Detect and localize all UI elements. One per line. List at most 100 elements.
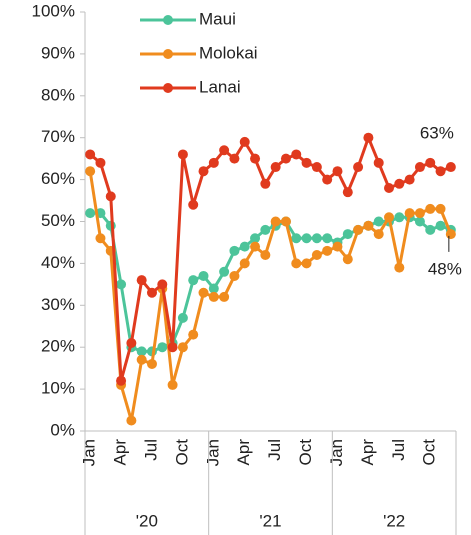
x-tick-label: Jul bbox=[389, 439, 408, 461]
legend-marker bbox=[163, 49, 173, 59]
legend-marker bbox=[163, 15, 173, 25]
point bbox=[404, 174, 415, 185]
point bbox=[260, 250, 271, 261]
point bbox=[425, 203, 436, 214]
point bbox=[157, 342, 168, 353]
point bbox=[239, 258, 250, 269]
group-label: '21 bbox=[259, 511, 281, 530]
point bbox=[311, 162, 322, 173]
point bbox=[373, 229, 384, 240]
y-tick-label: 80% bbox=[41, 85, 75, 104]
point bbox=[435, 166, 446, 177]
point bbox=[136, 354, 147, 365]
point bbox=[384, 182, 395, 193]
point bbox=[229, 245, 240, 256]
point bbox=[425, 224, 436, 235]
point bbox=[198, 287, 209, 298]
point bbox=[311, 233, 322, 244]
point bbox=[126, 415, 137, 426]
y-tick-label: 70% bbox=[41, 127, 75, 146]
point bbox=[301, 258, 312, 269]
point bbox=[177, 312, 188, 323]
x-tick-label: Apr bbox=[358, 439, 377, 466]
point bbox=[239, 241, 250, 252]
y-tick-label: 50% bbox=[41, 211, 75, 230]
x-tick-label: Jan bbox=[80, 439, 99, 466]
x-tick-label: Jan bbox=[203, 439, 222, 466]
point bbox=[188, 275, 199, 286]
point bbox=[414, 162, 425, 173]
point bbox=[373, 216, 384, 227]
point bbox=[250, 241, 261, 252]
point bbox=[414, 208, 425, 219]
y-tick-label: 10% bbox=[41, 379, 75, 398]
group-label: '20 bbox=[136, 511, 158, 530]
point bbox=[384, 212, 395, 223]
data-label: 63% bbox=[420, 124, 454, 143]
point bbox=[291, 149, 302, 160]
x-tick-label: Jul bbox=[141, 439, 160, 461]
y-tick-label: 20% bbox=[41, 337, 75, 356]
point bbox=[188, 329, 199, 340]
point bbox=[198, 270, 209, 281]
point bbox=[85, 149, 96, 160]
point bbox=[208, 283, 219, 294]
point bbox=[353, 224, 364, 235]
y-tick-label: 0% bbox=[50, 420, 75, 439]
point bbox=[208, 157, 219, 168]
point bbox=[116, 375, 127, 386]
point bbox=[394, 212, 405, 223]
y-tick-label: 60% bbox=[41, 169, 75, 188]
point bbox=[219, 145, 230, 156]
x-tick-label: Oct bbox=[420, 439, 439, 466]
group-label: '22 bbox=[383, 511, 405, 530]
point bbox=[425, 157, 436, 168]
point bbox=[250, 153, 261, 164]
point bbox=[280, 153, 291, 164]
point bbox=[342, 229, 353, 240]
point bbox=[353, 162, 364, 173]
point bbox=[219, 291, 230, 302]
point bbox=[270, 216, 281, 227]
point bbox=[301, 233, 312, 244]
series-line bbox=[88, 170, 453, 423]
point bbox=[404, 208, 415, 219]
point bbox=[229, 153, 240, 164]
point bbox=[435, 203, 446, 214]
point bbox=[280, 216, 291, 227]
point bbox=[85, 166, 96, 177]
point bbox=[342, 187, 353, 198]
x-tick-label: Oct bbox=[172, 439, 191, 466]
point bbox=[136, 275, 147, 286]
point bbox=[126, 338, 137, 349]
point bbox=[260, 224, 271, 235]
y-tick-label: 40% bbox=[41, 253, 75, 272]
point bbox=[435, 220, 446, 231]
point bbox=[291, 233, 302, 244]
point bbox=[301, 157, 312, 168]
point bbox=[177, 342, 188, 353]
x-tick-label: Apr bbox=[111, 439, 130, 466]
point bbox=[188, 199, 199, 210]
point bbox=[95, 157, 106, 168]
point bbox=[239, 136, 250, 147]
point bbox=[363, 132, 374, 143]
point bbox=[95, 233, 106, 244]
point bbox=[260, 178, 271, 189]
point bbox=[322, 174, 333, 185]
legend-label: Molokai bbox=[199, 43, 258, 62]
point bbox=[373, 157, 384, 168]
point bbox=[311, 250, 322, 261]
legend-label: Lanai bbox=[199, 77, 241, 96]
point bbox=[136, 346, 147, 357]
point bbox=[167, 379, 178, 390]
point bbox=[157, 279, 168, 290]
point bbox=[394, 262, 405, 273]
point bbox=[332, 241, 343, 252]
data-label: 48% bbox=[428, 259, 462, 278]
point bbox=[219, 266, 230, 277]
point bbox=[414, 216, 425, 227]
point bbox=[116, 279, 127, 290]
point bbox=[167, 342, 178, 353]
legend-marker bbox=[163, 83, 173, 93]
